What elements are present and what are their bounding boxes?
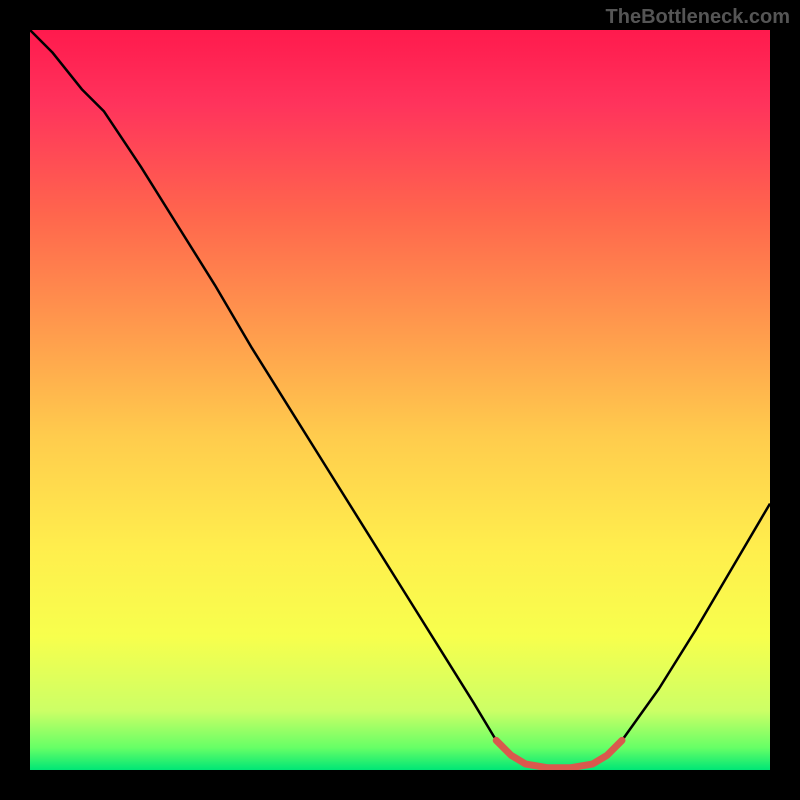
gradient-background: [30, 30, 770, 770]
chart-container: TheBottleneck.com: [0, 0, 800, 800]
chart-svg: [30, 30, 770, 770]
watermark-text: TheBottleneck.com: [606, 6, 790, 29]
plot-area: [30, 30, 770, 770]
